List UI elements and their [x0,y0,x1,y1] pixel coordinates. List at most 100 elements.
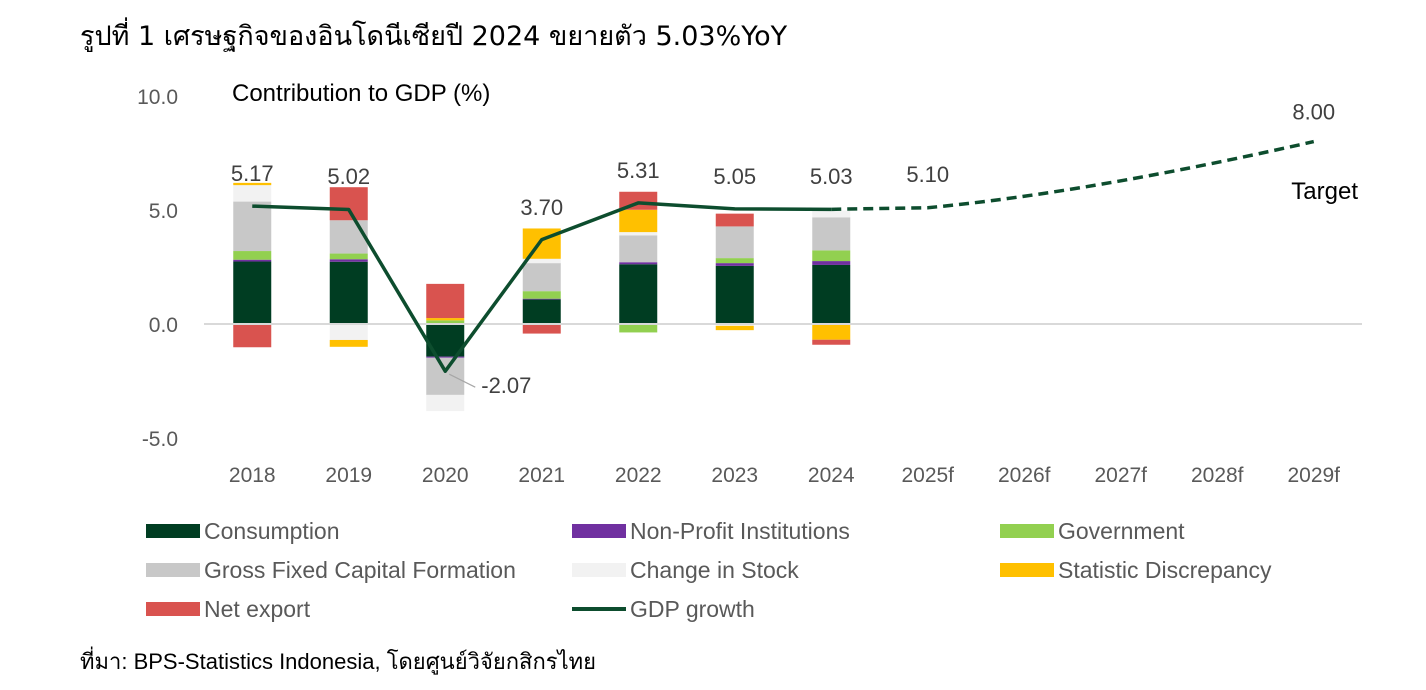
bar-segment-government [619,324,658,333]
bar-segment-government [233,251,272,260]
x-tick-label: 2020 [422,464,469,487]
bar-segment-statistic-discrepancy [426,318,465,321]
bar-segment-gross-fixed-capital-formation [619,235,658,263]
y-tick-label: 10.0 [137,86,178,109]
bar-segment-non-profit-institutions [426,356,465,358]
bar-segment-non-profit-institutions [522,298,561,300]
bar-segment-government [426,320,465,324]
legend-label: Government [1058,517,1185,544]
gdp-data-label: -2.07 [481,373,531,398]
x-tick-label: 2022 [615,464,662,487]
y-tick-label: 0.0 [149,314,178,337]
legend-label: Net export [204,595,311,622]
legend-swatch [146,563,200,577]
gdp-data-label: 5.05 [713,164,756,189]
x-tick-label: 2027f [1094,464,1147,487]
bar-segment-net-export [715,213,754,227]
bar-segment-net-export [329,187,368,221]
bar-segment-net-export [522,324,561,334]
bar-segment-change-in-stock [619,232,658,236]
legend-swatch [572,563,626,577]
x-tick-label: 2019 [325,464,372,487]
bar-segment-gross-fixed-capital-formation [426,357,465,395]
x-tick-label: 2028f [1191,464,1244,487]
bar-segment-gross-fixed-capital-formation [329,220,368,254]
gdp-data-label: 5.17 [231,161,274,186]
figure-title: รูปที่ 1 เศรษฐกิจของอินโดนีเซียปี 2024 ข… [80,21,788,52]
legend-item: Government [1000,516,1185,546]
legend-item: Statistic Discrepancy [1000,555,1271,585]
bar-segment-government [715,258,754,264]
gdp-growth-line [252,201,832,373]
bar-segment-change-in-stock [233,185,272,202]
gdp-data-label: 8.00 [1292,100,1335,125]
bar-segment-change-in-stock [522,258,561,264]
y-tick-label: 5.0 [149,200,178,223]
gdp-data-label: 5.10 [906,162,949,187]
bar-segment-statistic-discrepancy [329,339,368,347]
legend-swatch [1000,563,1054,577]
gdp-data-label: 5.03 [810,164,853,189]
y-axis-label: Contribution to GDP (%) [232,80,491,107]
legend-swatch [572,524,626,538]
bar-segment-change-in-stock [812,210,851,218]
bar-segment-consumption [619,264,658,324]
bar-segment-statistic-discrepancy [619,209,658,233]
x-tick-label: 2021 [518,464,565,487]
x-tick-label: 2026f [998,464,1051,487]
x-tick-label: 2024 [808,464,855,487]
label-leader-line [448,373,476,388]
legend-label: Gross Fixed Capital Formation [204,556,516,583]
bar-segment-non-profit-institutions [233,259,272,262]
bar-segment-consumption [522,299,561,324]
legend-label: Change in Stock [630,556,799,583]
legend-swatch [146,524,200,538]
bar-segment-consumption [233,261,272,324]
bar-segment-government [329,253,368,260]
bar-segment-gross-fixed-capital-formation [233,201,272,252]
bar-segment-non-profit-institutions [812,261,851,265]
legend-label: Consumption [204,517,340,544]
legend-item: GDP growth [572,594,755,624]
legend-item: Change in Stock [572,555,799,585]
x-tick-label: 2029f [1287,464,1340,487]
bar-segment-non-profit-institutions [619,262,658,265]
legend-swatch [572,607,626,611]
legend-label: Non-Profit Institutions [630,517,850,544]
bar-segment-gross-fixed-capital-formation [812,217,851,251]
bar-segment-statistic-discrepancy [233,182,272,186]
bar-segment-change-in-stock [329,324,368,340]
gdp-data-label: 5.31 [617,158,660,183]
bar-segment-change-in-stock [426,394,465,412]
bar-segment-gross-fixed-capital-formation [715,226,754,259]
bar-segment-government [812,250,851,262]
source-note: ที่มา: BPS-Statistics Indonesia, โดยศูนย… [80,649,597,674]
legend-label: GDP growth [630,595,755,622]
bar-segment-consumption [812,264,851,324]
x-tick-label: 2018 [229,464,276,487]
bar-segment-net-export [812,339,851,345]
legend-swatch [146,602,200,616]
x-tick-label: 2025f [901,464,954,487]
bar-segment-statistic-discrepancy [812,324,851,340]
bar-segment-gross-fixed-capital-formation [522,263,561,292]
bar-segment-consumption [329,261,368,324]
legend-swatch [1000,524,1054,538]
bar-segment-non-profit-institutions [329,259,368,262]
bar-segment-statistic-discrepancy [715,325,754,331]
gdp-data-label: 5.02 [327,164,370,189]
bar-segment-net-export [426,283,465,319]
bar-segment-net-export [233,324,272,348]
y-tick-label: -5.0 [142,428,178,451]
legend-item: Consumption [146,516,340,546]
target-annotation: Target [1291,178,1358,205]
legend-item: Non-Profit Institutions [572,516,850,546]
legend-item: Net export [146,594,310,624]
legend-label: Statistic Discrepancy [1058,556,1272,583]
x-tick-label: 2023 [711,464,758,487]
bar-segment-non-profit-institutions [715,263,754,266]
bar-segment-government [522,291,561,299]
legend-item: Gross Fixed Capital Formation [146,555,516,585]
gdp-target-dashed-line [831,139,1315,212]
